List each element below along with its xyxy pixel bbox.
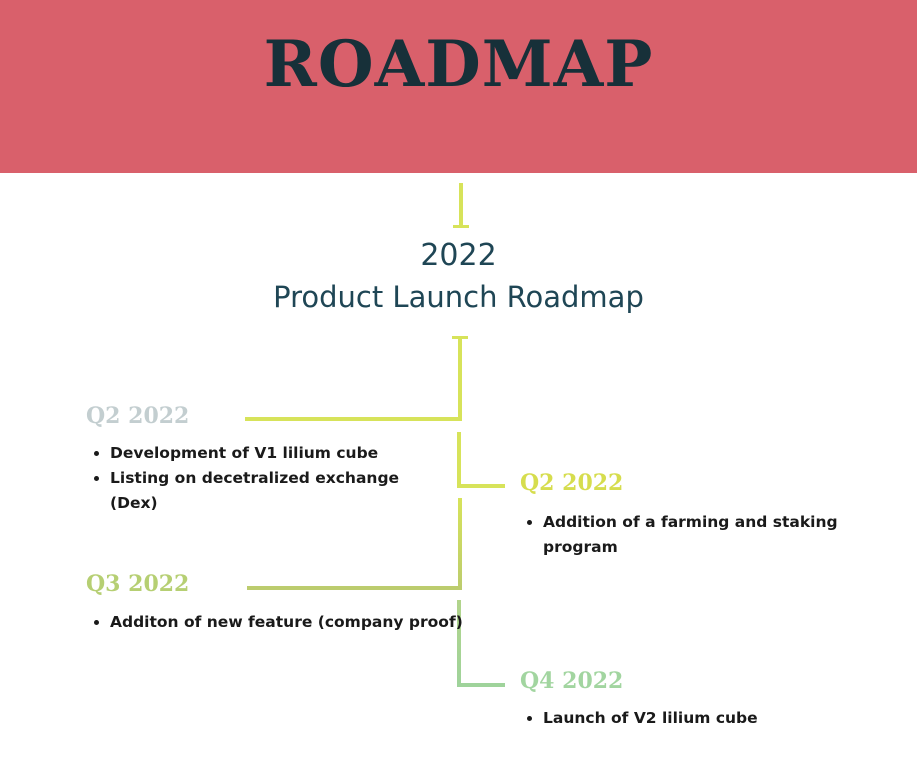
- list-item: Listing on decetralized exchange (Dex): [110, 466, 430, 516]
- milestone-label: Q3 2022: [86, 571, 190, 597]
- milestone-label: Q4 2022: [520, 668, 624, 694]
- milestone-list: Additon of new feature (company proof): [88, 610, 480, 635]
- milestone-label: Q2 2022: [520, 470, 624, 496]
- milestone-list: Development of V1 lilium cube Listing on…: [88, 441, 430, 516]
- timeline-branch-q4-right: [457, 683, 505, 687]
- milestone-list: Launch of V2 lilium cube: [521, 706, 873, 731]
- timeline-connector-cap: [453, 225, 469, 228]
- page-title: ROADMAP: [263, 27, 654, 102]
- timeline-branch-q2-right: [457, 484, 505, 488]
- timeline-spine-3: [458, 498, 462, 590]
- timeline-spine-4: [457, 600, 461, 687]
- roadmap-subtitle: Product Launch Roadmap: [273, 280, 644, 314]
- timeline-spine-1: [458, 336, 462, 421]
- timeline-spine-2: [457, 432, 461, 488]
- milestone-list: Addition of a farming and staking progra…: [521, 510, 873, 560]
- list-item: Development of V1 lilium cube: [110, 441, 430, 466]
- list-item: Addition of a farming and staking progra…: [543, 510, 873, 560]
- timeline-connector-top: [459, 183, 463, 227]
- list-item: Additon of new feature (company proof): [110, 610, 480, 635]
- timeline-branch-q3-left: [247, 586, 462, 590]
- header-banner: ROADMAP: [0, 0, 917, 173]
- roadmap-year: 2022: [420, 238, 497, 273]
- timeline-branch-q2-left: [245, 417, 462, 421]
- milestone-label: Q2 2022: [86, 403, 190, 429]
- list-item: Launch of V2 lilium cube: [543, 706, 873, 731]
